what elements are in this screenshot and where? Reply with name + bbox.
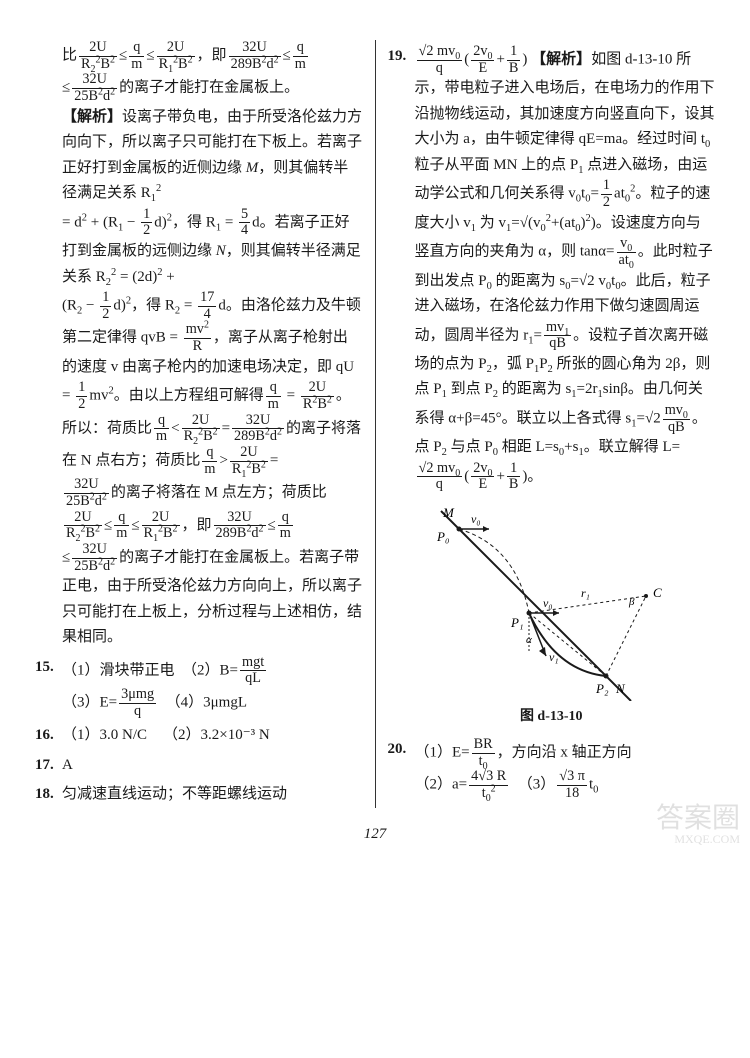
left-column: 比2UR22B2≤qm≤2UR12B2，即32U289B2d2≤qm ≤32U2… xyxy=(35,40,376,808)
label-P1: P₁ xyxy=(510,615,523,630)
q16-part1: （1）3.0 N/C xyxy=(62,723,147,749)
q19-number: 19. xyxy=(388,44,415,493)
page-number: 127 xyxy=(35,826,715,843)
q16-body: （1）3.0 N/C （2）3.2×10⁻³ N xyxy=(62,723,363,749)
label-v0b: v₀ xyxy=(543,596,553,610)
diagram-svg: M P₀ v₀ v₀ P₁ α v₁ P₂ N C r₁ β xyxy=(411,501,691,701)
q16-number: 16. xyxy=(35,723,62,749)
q20: 20. （1）E=BRt0，方向沿 x 轴正方向 （2）a=4√3 Rt02 （… xyxy=(388,737,716,802)
label-P2: P₂ xyxy=(595,681,609,696)
figure-d-13-10: M P₀ v₀ v₀ P₁ α v₁ P₂ N C r₁ β 图 d-13-10 xyxy=(388,501,716,729)
q17-number: 17. xyxy=(35,753,62,779)
label-C: C xyxy=(653,585,662,600)
q18: 18. 匀减速直线运动；不等距螺线运动 xyxy=(35,782,363,808)
q19: 19. √2 mv0q(2v0E+1B) 【解析】如图 d-13-10 所示，带… xyxy=(388,44,716,493)
q20-body: （1）E=BRt0，方向沿 x 轴正方向 （2）a=4√3 Rt02 （3）√3… xyxy=(415,737,716,802)
q16-part2: （2）3.2×10⁻³ N xyxy=(163,723,270,749)
q17-answer: A xyxy=(62,753,363,779)
watermark-small: MXQE.COM xyxy=(656,833,740,845)
q15-part4: （4）3μmgL xyxy=(173,695,247,711)
q17: 17. A xyxy=(35,753,363,779)
label-beta: β xyxy=(628,596,635,608)
label-M: M xyxy=(442,505,455,520)
q15: 15. （1）滑块带正电 （2）B=mgtqL （3）E=3μmgq （4）3μ… xyxy=(35,655,363,720)
q15-part1: （1）滑块带正电 xyxy=(62,662,175,678)
q19-analysis-label: 【解析】 xyxy=(531,52,591,68)
watermark: 答案圈 MXQE.COM xyxy=(656,805,740,845)
page: 比2UR22B2≤qm≤2UR12B2，即32U289B2d2≤qm ≤32U2… xyxy=(0,0,750,863)
prev-continuation: 比2UR22B2≤qm≤2UR12B2，即32U289B2d2≤qm ≤32U2… xyxy=(35,40,363,105)
two-column-layout: 比2UR22B2≤qm≤2UR12B2，即32U289B2d2≤qm ≤32U2… xyxy=(35,40,715,808)
label-v0a: v₀ xyxy=(471,512,481,526)
q15-body: （1）滑块带正电 （2）B=mgtqL （3）E=3μmgq （4）3μmgL xyxy=(62,655,363,720)
label-r1: r₁ xyxy=(581,586,590,600)
q18-number: 18. xyxy=(35,782,62,808)
q15-number: 15. xyxy=(35,655,62,720)
label-N: N xyxy=(615,681,626,696)
analysis-block: 【解析】设离子带负电，由于所受洛伦兹力方向向下，所以离子只可能打在下板上。若离子… xyxy=(35,105,363,651)
analysis-label: 【解析】 xyxy=(62,109,122,125)
figure-caption: 图 d-13-10 xyxy=(388,705,716,729)
label-P0: P₀ xyxy=(436,529,449,544)
q19-body: √2 mv0q(2v0E+1B) 【解析】如图 d-13-10 所示，带电粒子进… xyxy=(415,44,716,493)
q18-answer: 匀减速直线运动；不等距螺线运动 xyxy=(62,782,363,808)
q20-number: 20. xyxy=(388,737,415,802)
q16: 16. （1）3.0 N/C （2）3.2×10⁻³ N xyxy=(35,723,363,749)
watermark-big: 答案圈 xyxy=(656,803,740,834)
label-alpha: α xyxy=(526,634,532,646)
label-v1: v₁ xyxy=(549,650,559,664)
right-column: 19. √2 mv0q(2v0E+1B) 【解析】如图 d-13-10 所示，带… xyxy=(376,40,716,808)
